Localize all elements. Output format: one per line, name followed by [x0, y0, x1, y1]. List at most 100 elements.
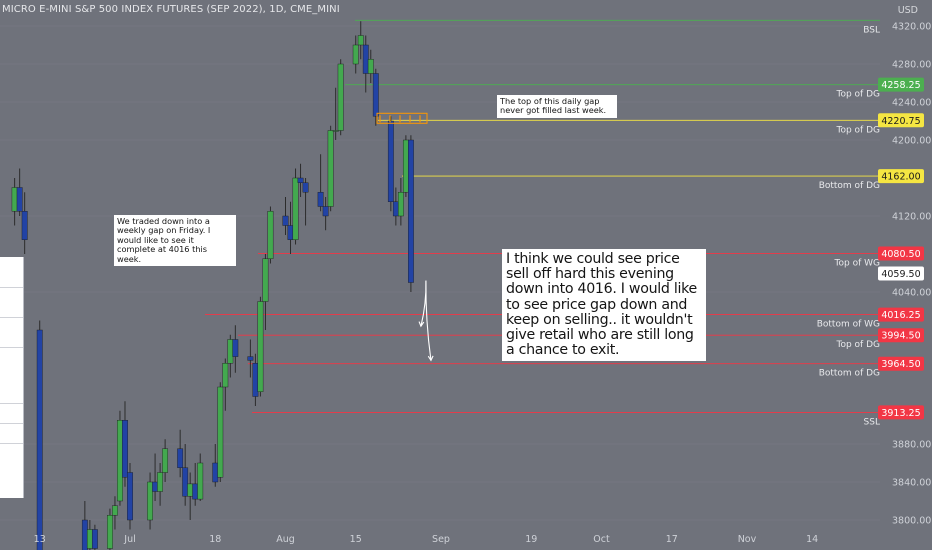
- candle-body: [322, 206, 329, 217]
- grid-layer: [0, 25, 880, 521]
- bull-candle: [352, 35, 359, 74]
- candle-body: [352, 44, 359, 65]
- y-tick-label: 3800.00: [892, 516, 931, 527]
- candle-body: [362, 44, 369, 74]
- candle-body: [222, 363, 229, 388]
- candle-body: [217, 386, 224, 478]
- candle-body: [297, 177, 304, 183]
- bear-candle: [127, 463, 133, 530]
- bull-candle: [157, 463, 163, 506]
- price-badge: [878, 405, 924, 420]
- bull-candle: [337, 59, 344, 136]
- x-tick-label: 13: [34, 534, 46, 545]
- candle-body: [317, 192, 324, 207]
- level-label: BSL: [863, 25, 880, 35]
- x-tick-label: Nov: [738, 534, 757, 545]
- bull-candle: [107, 508, 113, 550]
- weekly-note-callout[interactable]: We traded down into a weekly gap on Frid…: [114, 215, 236, 267]
- price-badge-label: 4162.00: [881, 172, 920, 183]
- bull-candle: [11, 178, 18, 226]
- price-badge-label: 4080.50: [881, 249, 920, 260]
- candle-body: [387, 120, 394, 202]
- candle-body: [372, 73, 379, 117]
- candle-body: [257, 301, 264, 392]
- candle-body: [36, 329, 43, 550]
- overlay-layer: [376, 112, 434, 362]
- side-panel[interactable]: [0, 257, 24, 498]
- bear-candle: [372, 68, 379, 126]
- bull-candle: [187, 472, 194, 520]
- x-tick-label: 19: [525, 534, 537, 545]
- bull-candle: [402, 135, 409, 197]
- candle-body: [162, 448, 169, 473]
- candle-body: [252, 363, 259, 397]
- bear-candle: [177, 429, 184, 478]
- price-badge-label: 3913.25: [881, 408, 920, 419]
- currency-label: USD: [897, 5, 918, 16]
- bear-candle: [287, 201, 294, 254]
- candle-body: [112, 505, 118, 516]
- bull-candle: [332, 87, 339, 140]
- side-panel-row: [0, 443, 23, 444]
- candle-body: [262, 258, 269, 302]
- bull-candle: [217, 382, 224, 482]
- bear-candle: [247, 339, 254, 378]
- price-badge-label: 3964.50: [881, 359, 920, 370]
- candle-body: [392, 201, 399, 217]
- candle-body: [408, 139, 414, 283]
- level-label: Top of WG: [834, 259, 880, 269]
- side-panel-row: [0, 317, 23, 318]
- x-tick-label: 17: [666, 534, 678, 545]
- candle-body: [16, 187, 23, 212]
- candle-body: [247, 356, 254, 361]
- bull-candle: [227, 334, 234, 378]
- y-tick-label: 3880.00: [892, 440, 931, 451]
- bear-candle: [122, 401, 128, 487]
- candle-body: [152, 481, 158, 492]
- candle-body: [91, 529, 98, 549]
- price-badge-label: 4258.25: [881, 80, 920, 91]
- candle-body: [182, 467, 189, 497]
- bear-candle: [322, 197, 329, 231]
- bull-candle: [147, 472, 153, 530]
- bear-candle: [282, 197, 289, 235]
- candle-body: [157, 472, 163, 492]
- x-tick-label: 14: [806, 534, 818, 545]
- gap-note-callout[interactable]: The top of this daily gap never got fill…: [497, 95, 617, 118]
- price-badge: [878, 113, 924, 128]
- candle-body: [117, 420, 123, 502]
- price-badge-label: 4016.25: [881, 310, 920, 321]
- bull-candle: [357, 21, 364, 60]
- side-panel-row: [0, 347, 23, 348]
- candle-body: [332, 130, 339, 132]
- candle-body: [21, 211, 28, 240]
- bull-candle: [117, 410, 123, 506]
- bull-candle: [162, 439, 169, 482]
- candle-body: [177, 448, 184, 468]
- candle-body: [122, 420, 128, 478]
- candle-body: [232, 339, 239, 357]
- bear-candle: [232, 325, 239, 373]
- price-badge: [878, 307, 924, 322]
- price-axis: 4320.00 4280.00 4240.00 4200.00 4120.00 4040.…: [878, 22, 931, 527]
- level-label: Bottom of WG: [817, 320, 880, 330]
- bear-candle: [387, 116, 394, 212]
- y-tick-label: 4040.00: [892, 288, 931, 299]
- bear-candle: [192, 463, 199, 506]
- bull-candle: [86, 520, 93, 550]
- level-layer: BSL Top of DG Top of DG Bottom of DG Top of …: [205, 19, 880, 427]
- main-note-callout[interactable]: I think we could see price sell off hard…: [502, 249, 706, 362]
- bull-candle: [267, 206, 274, 264]
- candle-body: [147, 481, 153, 521]
- current-price-badge: [878, 266, 924, 281]
- bear-candle: [317, 154, 324, 212]
- projection-arrowhead: [427, 355, 434, 362]
- bull-candle: [397, 178, 404, 226]
- bear-candle: [212, 444, 219, 487]
- candle-body: [292, 177, 299, 240]
- price-badge-label: 4220.75: [881, 116, 920, 127]
- bear-candle: [362, 35, 369, 93]
- bear-candle: [21, 192, 28, 254]
- bull-candle: [222, 358, 229, 411]
